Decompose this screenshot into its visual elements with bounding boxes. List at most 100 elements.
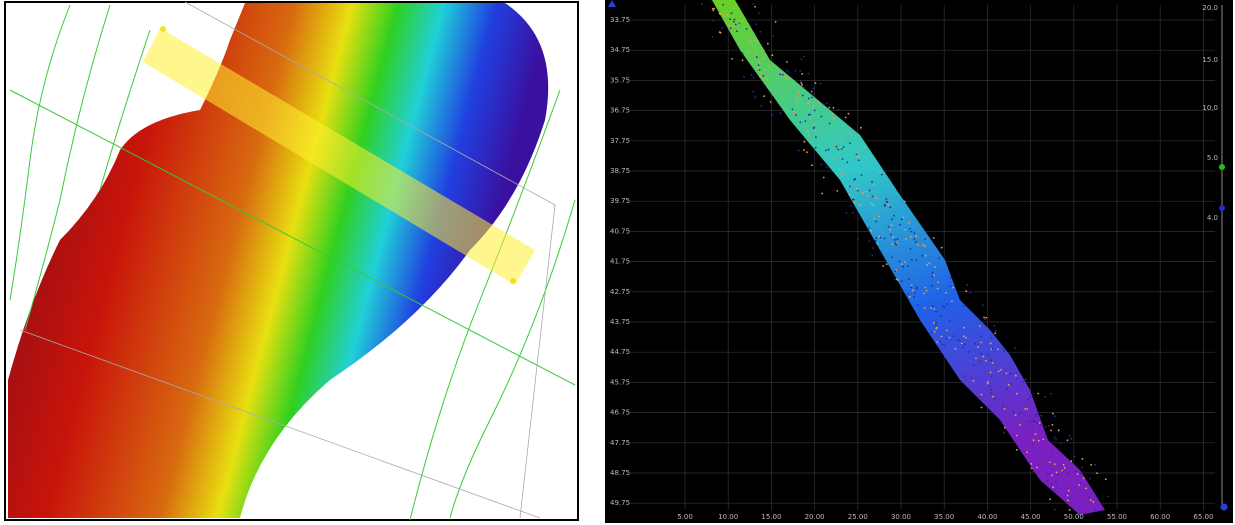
sounding <box>957 339 959 341</box>
sounding <box>940 315 942 317</box>
sounding <box>794 70 796 72</box>
scale-label: 5.0 <box>1207 154 1218 162</box>
sounding <box>991 375 993 377</box>
sounding <box>1016 435 1018 437</box>
sounding <box>823 177 825 179</box>
sounding <box>1068 490 1070 492</box>
sounding <box>990 337 992 339</box>
y-axis-label: 39.75 <box>610 197 630 205</box>
sounding <box>868 227 870 229</box>
sounding <box>914 238 916 240</box>
sounding <box>1036 413 1038 415</box>
sounding <box>981 407 983 409</box>
sounding <box>917 304 919 306</box>
sounding <box>923 292 925 294</box>
sounding <box>1036 422 1038 424</box>
sounding <box>1040 415 1042 417</box>
sounding <box>701 3 703 5</box>
sounding <box>894 279 896 281</box>
sounding <box>839 169 841 171</box>
sounding <box>907 265 909 267</box>
sounding <box>821 193 823 195</box>
handle[interactable] <box>510 278 516 284</box>
sounding <box>853 179 855 181</box>
sounding <box>1055 481 1057 483</box>
sounding <box>852 212 854 214</box>
sounding <box>882 265 884 267</box>
sounding <box>800 58 802 60</box>
sounding <box>952 287 954 289</box>
sounding <box>877 243 879 245</box>
sounding <box>1002 405 1004 407</box>
sounding <box>754 40 756 42</box>
sounding <box>712 36 714 38</box>
sounding <box>869 240 871 242</box>
sounding <box>886 263 888 265</box>
sounding <box>949 337 951 339</box>
handle[interactable] <box>160 26 166 32</box>
sounding <box>926 290 928 292</box>
sounding <box>981 394 983 396</box>
sounding <box>856 154 858 156</box>
sounding <box>905 238 907 240</box>
scale-handle[interactable] <box>1219 164 1225 170</box>
sounding <box>877 198 879 200</box>
sounding <box>1049 498 1051 500</box>
sounding <box>850 133 852 135</box>
sounding <box>1030 420 1032 422</box>
sounding <box>909 296 911 298</box>
sounding <box>951 300 953 302</box>
sounding <box>798 150 800 152</box>
sounding <box>974 343 976 345</box>
sounding <box>875 221 877 223</box>
sounding <box>834 143 836 145</box>
sounding <box>849 194 851 196</box>
sounding <box>995 330 997 332</box>
sounding <box>980 353 982 355</box>
sounding <box>1067 439 1069 441</box>
x-axis-label: 30.00 <box>891 513 911 521</box>
sounding <box>757 40 759 42</box>
profile-panel: 33.7534.7535.7536.7537.7538.7539.7540.75… <box>605 0 1233 523</box>
sounding <box>998 371 1000 373</box>
sounding <box>801 84 803 86</box>
x-axis-label: 60.00 <box>1150 513 1170 521</box>
y-axis-label: 49.75 <box>610 499 630 507</box>
sounding <box>904 261 906 263</box>
y-axis-label: 46.75 <box>610 409 630 417</box>
sounding <box>936 341 938 343</box>
sounding <box>780 112 782 114</box>
sounding <box>846 212 848 214</box>
sounding <box>937 281 939 283</box>
sounding <box>730 27 732 29</box>
sounding <box>985 317 987 319</box>
sounding <box>1022 381 1024 383</box>
sounding <box>938 258 940 260</box>
sounding <box>807 73 809 75</box>
sounding <box>731 12 733 14</box>
y-axis-label: 40.75 <box>610 227 630 235</box>
sounding <box>759 76 761 78</box>
sounding <box>764 69 766 71</box>
sounding <box>942 305 944 307</box>
sounding <box>933 308 935 310</box>
sounding <box>742 53 744 55</box>
map-panel <box>5 2 578 520</box>
sounding <box>903 266 905 268</box>
sounding <box>994 333 996 335</box>
sounding <box>968 351 970 353</box>
sounding <box>943 345 945 347</box>
sounding <box>831 113 833 115</box>
sounding <box>833 107 835 109</box>
sounding <box>796 99 798 101</box>
sounding <box>934 266 936 268</box>
sounding <box>901 280 903 282</box>
scale-handle[interactable] <box>1219 205 1225 211</box>
sounding <box>1054 489 1056 491</box>
sounding <box>1000 369 1002 371</box>
sounding <box>803 56 805 58</box>
sounding <box>823 103 825 105</box>
sounding <box>985 360 987 362</box>
sounding <box>926 264 928 266</box>
sounding <box>801 82 803 84</box>
